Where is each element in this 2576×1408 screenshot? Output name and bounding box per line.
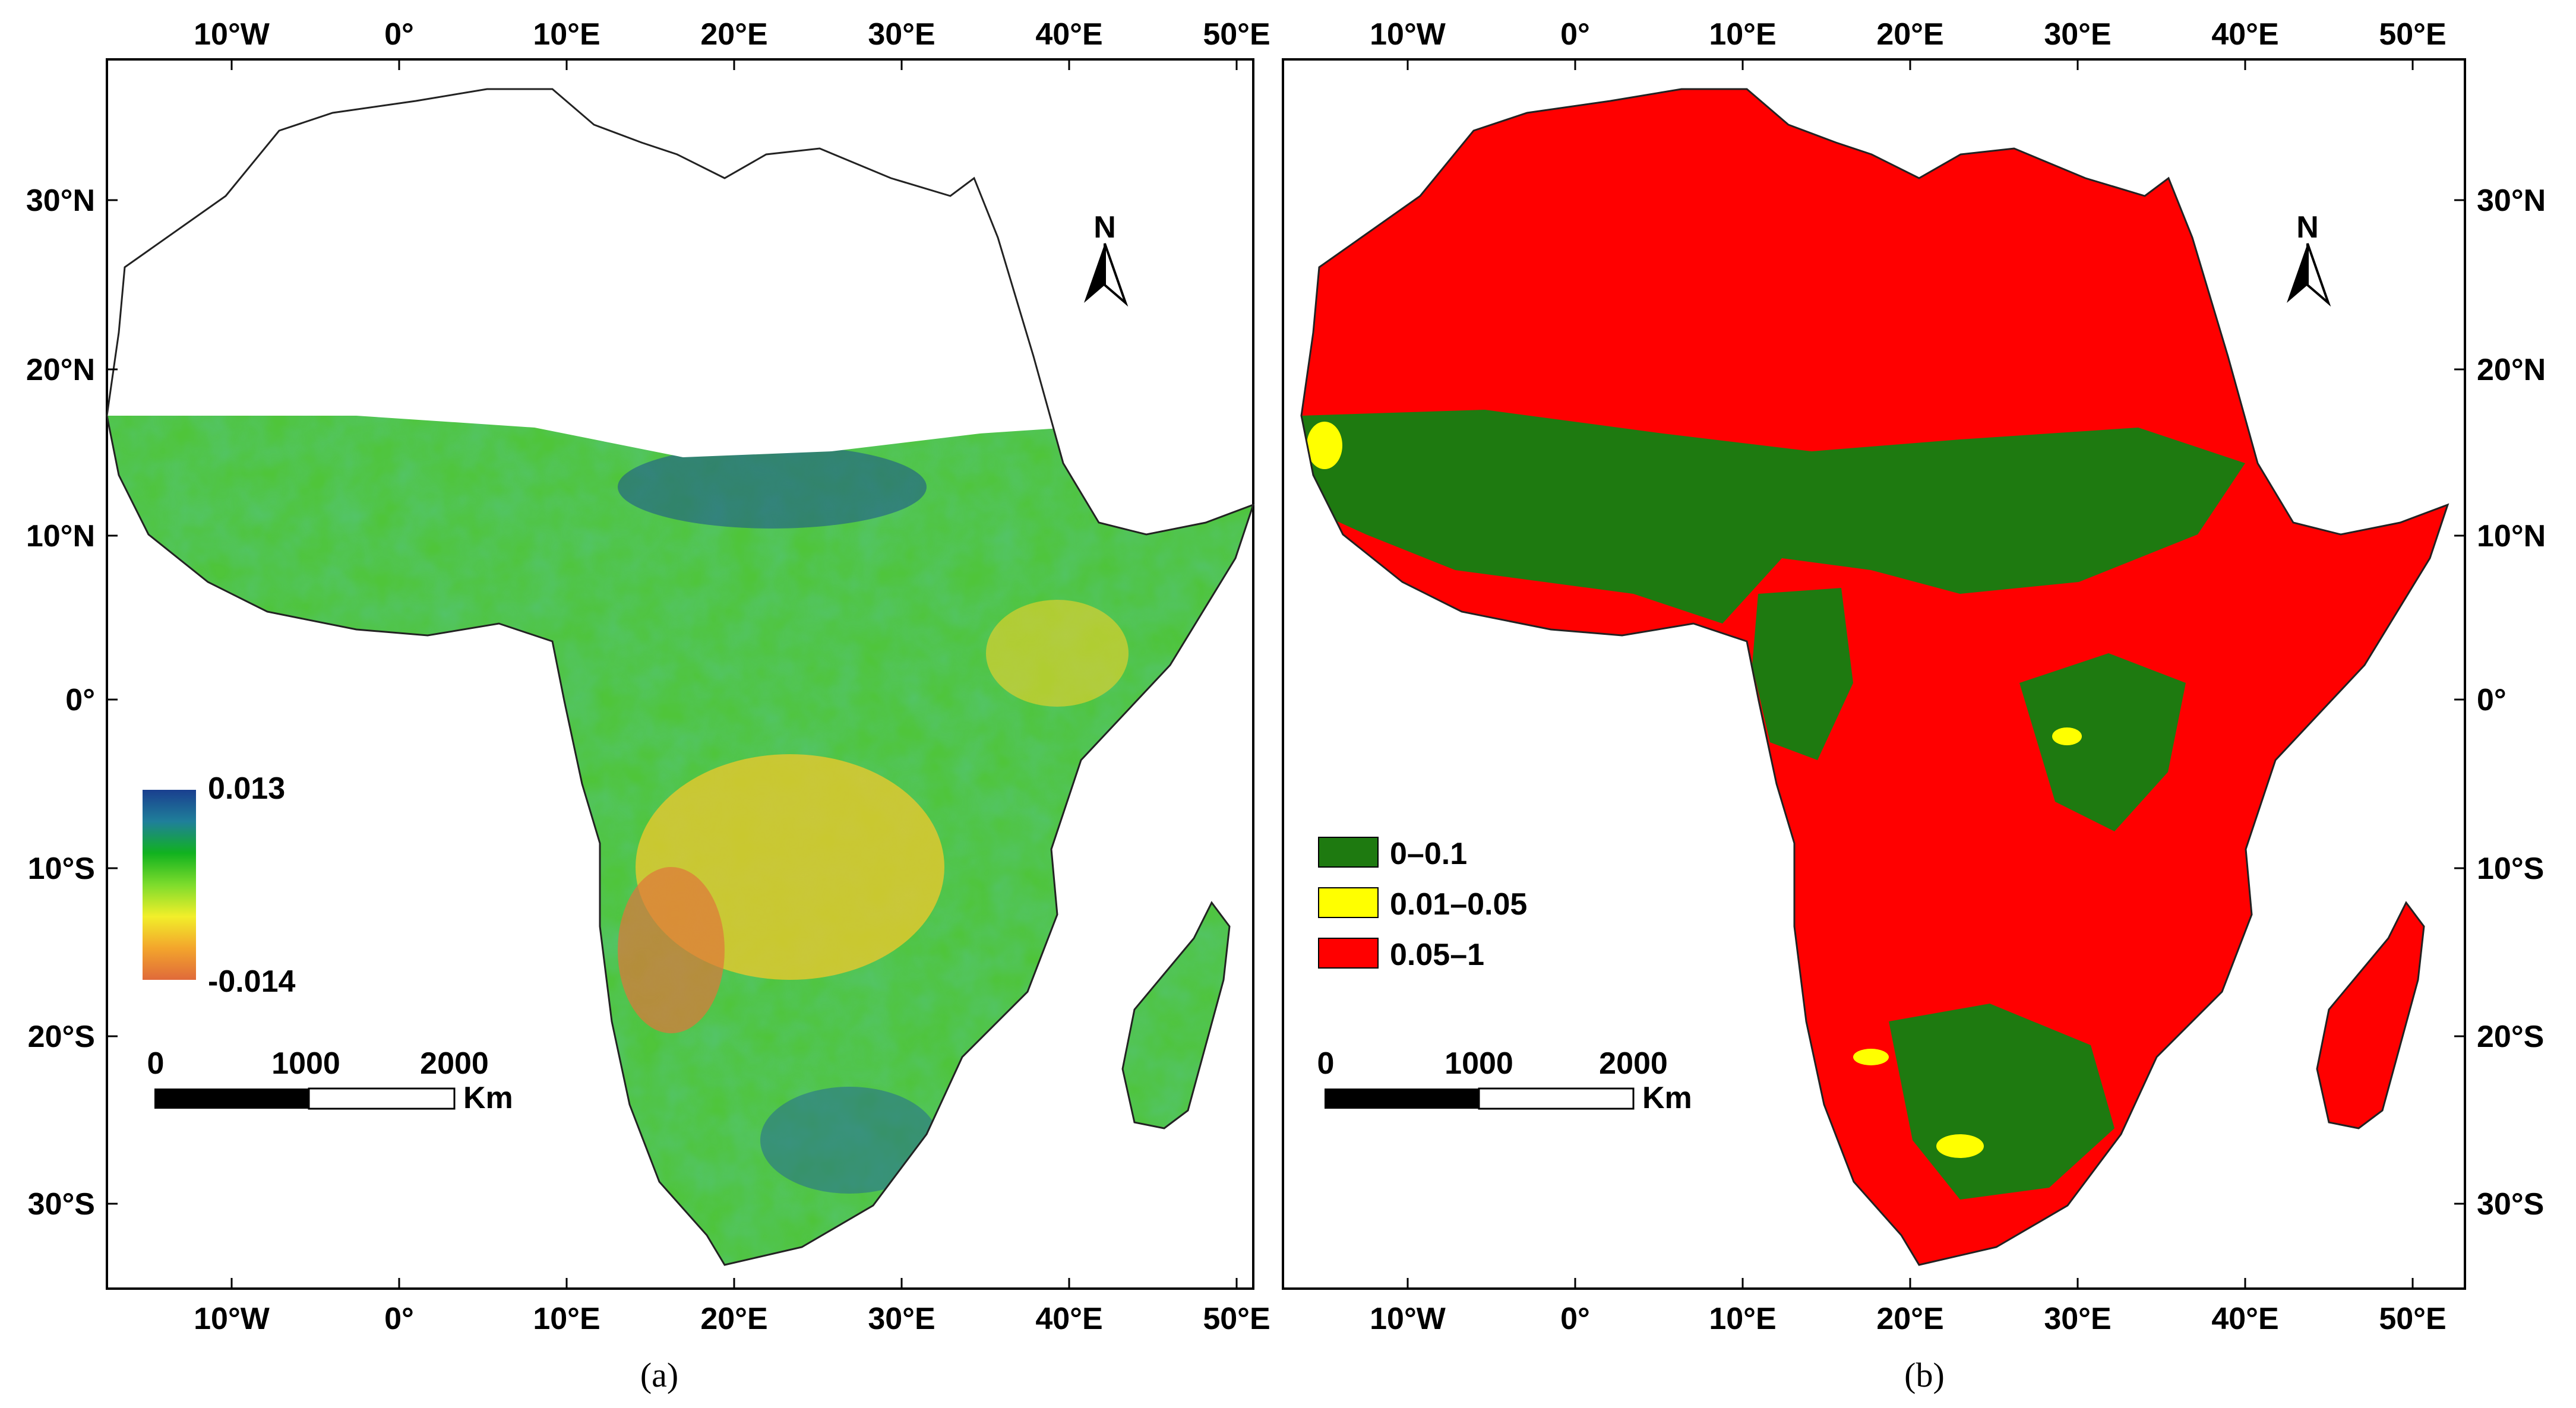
panel-a-scale-bar: 0 1000 2000 Km <box>147 1046 513 1115</box>
panel_b-lat-3: 0° <box>2477 683 2507 717</box>
panel-a-scale-2000: 2000 <box>420 1046 489 1081</box>
panel_a-lon-bottom-4: 30°E <box>868 1302 935 1336</box>
panel_b-lat-5: 20°S <box>2477 1020 2544 1054</box>
panel_b-lon-top-5: 40°E <box>2211 17 2278 52</box>
panel-b-legend-label-3: 0.05–1 <box>1390 938 1484 972</box>
panel-b-caption: (b) <box>1904 1356 1945 1394</box>
panel_a-lon-bottom-0: 10°W <box>194 1302 270 1336</box>
panel_a-lon-top-5: 40°E <box>1035 17 1102 52</box>
panel_a-lat-3: 0° <box>65 683 95 717</box>
panel_a-lon-bottom-2: 10°E <box>533 1302 600 1336</box>
panel-b-frame <box>1282 58 2466 1290</box>
panel_a-lon-top-6: 50°E <box>1203 17 1270 52</box>
panel-b-scale-unit: Km <box>1642 1081 1692 1115</box>
panel_b-lon-top-3: 20°E <box>1876 17 1943 52</box>
panel_b-lat-1: 20°N <box>2477 353 2546 387</box>
panel_b-lat-4: 10°S <box>2477 852 2544 886</box>
panel_b-lon-bottom-3: 20°E <box>1876 1302 1943 1336</box>
panel_b-lat-6: 30°S <box>2477 1187 2544 1222</box>
panel-b-yellow-patch-2 <box>1936 1134 1984 1158</box>
panel_a-lon-top-0: 10°W <box>194 17 270 52</box>
panel_a-lon-bottom-5: 40°E <box>1035 1302 1102 1336</box>
panel_a-lon-top-3: 20°E <box>700 17 767 52</box>
panel_a-lat-5: 20°S <box>28 1020 95 1054</box>
panel-b-legend-swatch-3 <box>1318 938 1379 969</box>
panel_b-lat-0: 30°N <box>2477 183 2546 218</box>
panel-a-scale-0: 0 <box>147 1046 165 1081</box>
panel-a-north-label: N <box>1093 210 1116 245</box>
panel-b-yellow-patch-3 <box>1853 1049 1889 1065</box>
panel_b-lat-2: 10°N <box>2477 519 2546 553</box>
graticule-ticks: 10°W 10°W 0° 0° 10°E 10°E 20°E 20°E 30°E 30°E 40°E… <box>26 17 2546 1336</box>
panel_a-lon-bottom-3: 20°E <box>700 1302 767 1336</box>
panel-b-legend-label-1: 0–0.1 <box>1390 837 1467 871</box>
panel-a-legend: 0.013 -0.014 <box>143 771 296 999</box>
panel_a-lon-top-4: 30°E <box>868 17 935 52</box>
panel_a-lon-bottom-6: 50°E <box>1203 1302 1270 1336</box>
panel-a-desert <box>107 89 1069 457</box>
panel_a-lon-top-2: 10°E <box>533 17 600 52</box>
panel_b-lon-bottom-6: 50°E <box>2379 1302 2446 1336</box>
panel-b-legend: 0–0.1 0.01–0.05 0.05–1 <box>1318 837 1527 972</box>
panel_a-lon-bottom-1: 0° <box>384 1302 414 1336</box>
panel-b-scale-1000: 1000 <box>1445 1046 1513 1081</box>
panel-b-scale-0: 0 <box>1317 1046 1335 1081</box>
panel-a-legend-max: 0.013 <box>208 771 285 806</box>
panel-a-wet-zone-kalahari <box>760 1087 938 1194</box>
panel-b-yellow-patch-1 <box>1307 422 1342 469</box>
panel_a-lon-top-1: 0° <box>384 17 414 52</box>
panel-b-scale-2000: 2000 <box>1599 1046 1668 1081</box>
panel-a-legend-bar <box>143 790 196 980</box>
panel_b-lon-bottom-4: 30°E <box>2044 1302 2111 1336</box>
panel-a-frame <box>106 58 1254 1290</box>
panel_b-lon-top-6: 50°E <box>2379 17 2446 52</box>
panel-a-legend-min: -0.014 <box>208 964 296 999</box>
panel_b-lon-top-4: 30°E <box>2044 17 2111 52</box>
panel_b-lon-bottom-2: 10°E <box>1709 1302 1776 1336</box>
panel_a-lat-6: 30°S <box>28 1187 95 1222</box>
panel_a-lat-0: 30°N <box>26 183 95 218</box>
panel_b-lon-bottom-0: 10°W <box>1370 1302 1446 1336</box>
panel_a-lat-4: 10°S <box>28 852 95 886</box>
panel-b-north-arrow: N <box>2287 210 2331 307</box>
panel-a-north-arrow: N <box>1084 210 1129 307</box>
panel_b-lon-bottom-5: 40°E <box>2211 1302 2278 1336</box>
panel_b-lon-top-2: 10°E <box>1709 17 1776 52</box>
panel_b-lon-top-0: 10°W <box>1370 17 1446 52</box>
panel_a-lat-1: 20°N <box>26 353 95 387</box>
panel-b-yellow-patch-4 <box>2052 727 2082 745</box>
panel_b-lon-top-1: 0° <box>1560 17 1590 52</box>
panel_b-lon-bottom-1: 0° <box>1560 1302 1590 1336</box>
panel-b-legend-swatch-2 <box>1318 887 1379 918</box>
panel-a-caption: (a) <box>640 1356 678 1394</box>
panel-a-dry-zone-east <box>986 600 1129 707</box>
panel-b-legend-swatch-1 <box>1318 837 1379 868</box>
panel-b-significant-east <box>2019 653 2186 831</box>
panel-a-scale-1000: 1000 <box>271 1046 340 1081</box>
panel-b-significant-sahel <box>1301 410 2245 624</box>
panel-a-wet-zone-sahel <box>618 445 927 529</box>
panel_a-lat-2: 10°N <box>26 519 95 553</box>
panel-b-scale-bar: 0 1000 2000 Km <box>1317 1046 1692 1115</box>
panel-a-dry-zone-angola <box>618 867 725 1033</box>
panel-a-scale-unit: Km <box>463 1081 513 1115</box>
panel-b-legend-label-2: 0.01–0.05 <box>1390 887 1527 922</box>
panel-b-north-label: N <box>2296 210 2319 245</box>
panel-b-significant-congo <box>1752 588 1853 760</box>
